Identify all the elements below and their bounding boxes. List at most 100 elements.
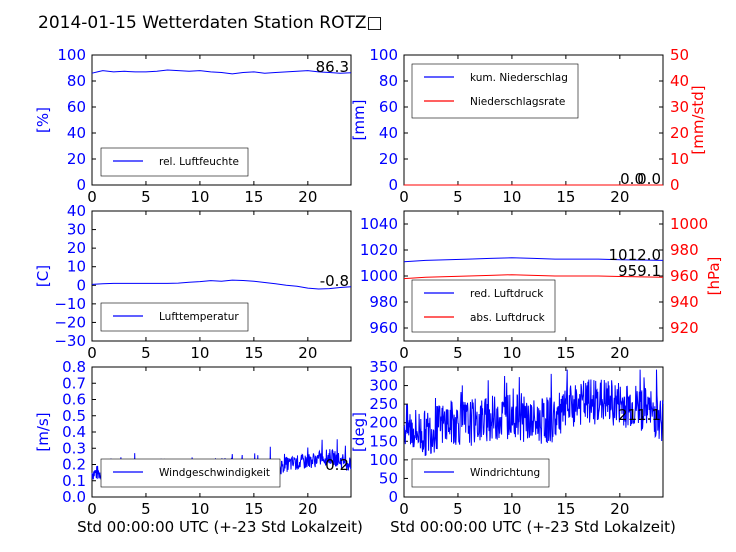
y-tick-label: 0.8 <box>62 358 86 376</box>
y-tick-label: 0 <box>388 488 398 506</box>
current-value: -0.8 <box>320 272 349 290</box>
legend-box <box>100 147 249 177</box>
legend-label: Lufttemperatur <box>159 311 239 323</box>
x-tick-label: 0 <box>399 500 409 518</box>
x-tick-label: 0 <box>87 188 97 206</box>
panel-2: 0 5 10 15 20 0 20 40 60 80 100 0 10 20 30 40 50 [mm] [mm/s… <box>350 46 707 206</box>
y-tick-label-right: 920 <box>670 319 699 337</box>
y-tick-label: 1000 <box>360 267 398 285</box>
panel-4: 0 5 10 15 20 960 980 1000 1020 1040 920 940 960 980 10… <box>360 210 723 362</box>
y-tick-label: 1020 <box>360 241 398 259</box>
y-tick-label: 40 <box>67 124 86 142</box>
current-value: 86.3 <box>316 58 349 76</box>
x-tick-label: 5 <box>141 344 151 362</box>
y-tick-label: 0.2 <box>62 456 86 474</box>
legend-box <box>411 279 556 333</box>
x-tick-label: 10 <box>190 188 209 206</box>
y-tick-label: 100 <box>57 46 86 64</box>
y-tick-label: 0.3 <box>62 439 86 457</box>
x-tick-label: 5 <box>453 188 463 206</box>
panel-6: 0 5 10 15 20050100150200250300350[deg]Windri… <box>350 358 664 518</box>
legend-box <box>100 458 281 488</box>
y-tick-label: 80 <box>67 72 86 90</box>
legend-label: Windrichtung <box>470 467 540 479</box>
y-tick-label: 100 <box>369 46 398 64</box>
x-axis-label-left: Std 00:00:00 UTC (+-23 Std Lokalzeit) <box>77 518 363 536</box>
y-tick-label-right: 980 <box>670 241 699 259</box>
y-tick-label-right: 0 <box>670 176 680 194</box>
x-tick-label: 5 <box>141 500 151 518</box>
y-tick-label: −30 <box>54 332 86 350</box>
y-tick-label-right: 30 <box>670 98 689 116</box>
series-line <box>91 279 352 290</box>
legend-label: kum. Niederschlag <box>470 72 568 84</box>
y-tick-label: 1040 <box>360 215 398 233</box>
series-line <box>91 69 352 75</box>
y-tick-label: 0.1 <box>62 472 86 490</box>
x-tick-label: 20 <box>610 500 629 518</box>
y-tick-label: 0.5 <box>62 407 86 425</box>
panel-5: 0 5 10 15 200.00.10.20.30.40.50.60.70.8[m/s]… <box>34 358 352 518</box>
x-tick-label: 0 <box>399 344 409 362</box>
y-tick-label: 30 <box>67 221 86 239</box>
y-axis-label: [hPa] <box>705 257 723 296</box>
figure-title: 2014-01-15 Wetterdaten Station ROTZ□ <box>38 13 383 33</box>
legend-label: Niederschlagsrate <box>470 96 565 108</box>
y-tick-label: 300 <box>369 377 398 395</box>
y-tick-label-right: 940 <box>670 293 699 311</box>
x-tick-label: 20 <box>610 344 629 362</box>
legend-box <box>411 63 579 119</box>
x-tick-label: 20 <box>298 344 317 362</box>
y-tick-label: 150 <box>369 432 398 450</box>
x-tick-label: 20 <box>298 500 317 518</box>
y-tick-label: 960 <box>369 319 398 337</box>
y-axis-label: [C] <box>34 265 52 287</box>
y-tick-label: −10 <box>54 295 86 313</box>
legend-box <box>100 302 249 332</box>
current-value: 0.0 <box>637 170 661 188</box>
x-tick-label: 5 <box>141 188 151 206</box>
current-value: 0.2 <box>325 456 349 474</box>
x-tick-label: 10 <box>190 500 209 518</box>
x-tick-label: 15 <box>556 188 575 206</box>
x-tick-label: 10 <box>502 188 521 206</box>
y-tick-label: 20 <box>379 150 398 168</box>
y-tick-label: 50 <box>379 469 398 487</box>
y-tick-label: 60 <box>67 98 86 116</box>
y-tick-label: 350 <box>369 358 398 376</box>
y-axis-label-right: [mm/std] <box>689 85 707 154</box>
series-line <box>403 257 664 263</box>
y-tick-label: 40 <box>379 124 398 142</box>
panel-3: 0 5 10 15 20−30−20−10010203040[C]Lufttempera… <box>34 202 352 362</box>
legend-label: red. Luftdruck <box>470 288 544 300</box>
legend-box <box>411 458 550 488</box>
series-line <box>403 274 664 280</box>
x-tick-label: 15 <box>244 344 263 362</box>
y-tick-label-right: 1000 <box>670 215 708 233</box>
legend-label: rel. Luftfeuchte <box>159 156 239 168</box>
y-tick-label: 0.6 <box>62 391 86 409</box>
series-line <box>403 369 664 457</box>
y-tick-label: 40 <box>67 202 86 220</box>
legend-label: abs. Luftdruck <box>470 312 546 324</box>
y-axis-label: [m/s] <box>34 412 52 451</box>
y-tick-label-right: 40 <box>670 72 689 90</box>
current-value: 211.1 <box>618 406 661 424</box>
y-tick-label: −20 <box>54 313 86 331</box>
x-tick-label: 5 <box>453 344 463 362</box>
y-tick-label: 60 <box>379 98 398 116</box>
y-axis-label: [%] <box>34 107 52 133</box>
y-tick-label: 0.7 <box>62 374 86 392</box>
x-tick-label: 0 <box>87 344 97 362</box>
y-tick-label: 980 <box>369 293 398 311</box>
x-tick-label: 15 <box>244 188 263 206</box>
x-tick-label: 0 <box>399 188 409 206</box>
y-tick-label: 80 <box>379 72 398 90</box>
y-tick-label-right: 960 <box>670 267 699 285</box>
y-tick-label: 20 <box>67 150 86 168</box>
y-tick-label: 200 <box>369 414 398 432</box>
y-tick-label: 20 <box>67 239 86 257</box>
legend-label: Windgeschwindigkeit <box>159 467 270 479</box>
x-tick-label: 15 <box>556 344 575 362</box>
x-axis-label-right: Std 00:00:00 UTC (+-23 Std Lokalzeit) <box>390 518 676 536</box>
